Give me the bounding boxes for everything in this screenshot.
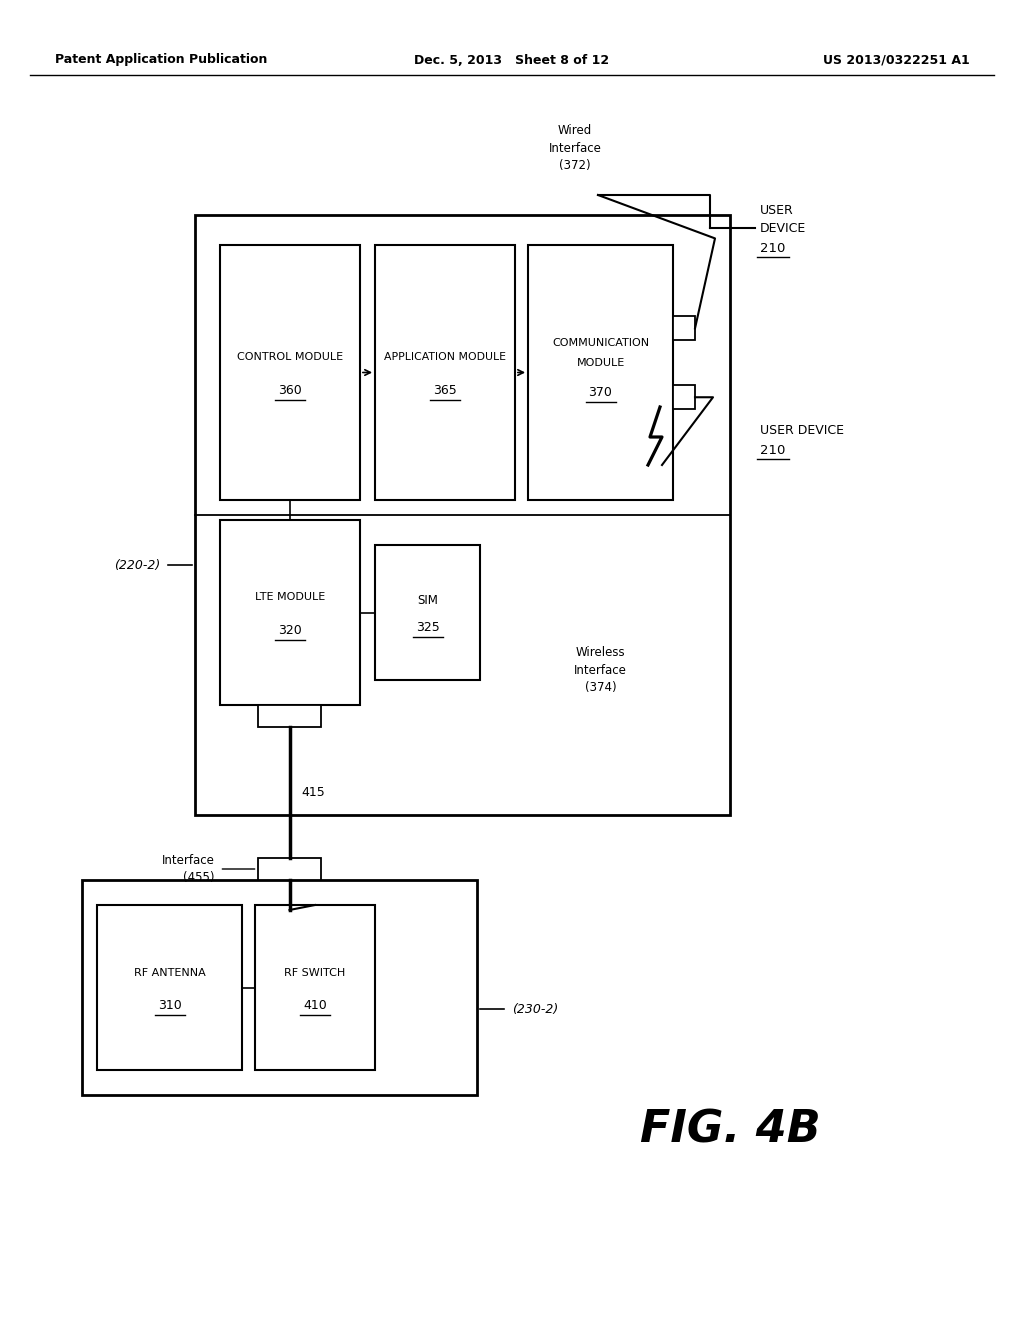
Bar [220, 520, 360, 705]
Text: Wireless
Interface
(374): Wireless Interface (374) [574, 645, 627, 694]
Text: 360: 360 [279, 384, 302, 397]
Bar [375, 246, 515, 500]
Text: RF SWITCH: RF SWITCH [285, 968, 346, 978]
Text: DEVICE: DEVICE [760, 222, 806, 235]
Text: Patent Application Publication: Patent Application Publication [55, 54, 267, 66]
Text: USER: USER [760, 203, 794, 216]
Bar [375, 545, 480, 680]
Text: 410: 410 [303, 999, 327, 1012]
Bar [255, 906, 375, 1071]
Text: FIG. 4B: FIG. 4B [640, 1109, 820, 1151]
Text: 210: 210 [760, 242, 785, 255]
Text: Wired
Interface
(372): Wired Interface (372) [549, 124, 601, 173]
Bar [673, 317, 695, 341]
Bar [528, 246, 673, 500]
Text: 365: 365 [433, 384, 457, 397]
Bar [258, 705, 321, 727]
Text: 310: 310 [158, 999, 181, 1012]
Text: 325: 325 [416, 620, 439, 634]
Text: COMMUNICATION: COMMUNICATION [552, 338, 649, 347]
Text: 415: 415 [301, 785, 326, 799]
Bar [97, 906, 242, 1071]
Text: MODULE: MODULE [577, 358, 625, 367]
Text: Interface
(455): Interface (455) [162, 854, 214, 884]
Text: (220-2): (220-2) [114, 558, 160, 572]
Bar [673, 385, 695, 409]
Bar [257, 858, 321, 880]
Text: 320: 320 [279, 624, 302, 638]
Text: 210: 210 [760, 444, 785, 457]
Text: SIM: SIM [417, 594, 438, 607]
Text: RF ANTENNA: RF ANTENNA [133, 968, 206, 978]
Bar [82, 880, 477, 1096]
Text: 370: 370 [589, 385, 612, 399]
Text: (230-2): (230-2) [512, 1002, 558, 1015]
Text: Dec. 5, 2013   Sheet 8 of 12: Dec. 5, 2013 Sheet 8 of 12 [415, 54, 609, 66]
Text: USER DEVICE: USER DEVICE [760, 424, 844, 437]
Bar [195, 215, 730, 814]
Text: LTE MODULE: LTE MODULE [255, 593, 326, 602]
Text: US 2013/0322251 A1: US 2013/0322251 A1 [823, 54, 970, 66]
Text: APPLICATION MODULE: APPLICATION MODULE [384, 352, 506, 363]
Text: CONTROL MODULE: CONTROL MODULE [237, 352, 343, 363]
Bar [220, 246, 360, 500]
